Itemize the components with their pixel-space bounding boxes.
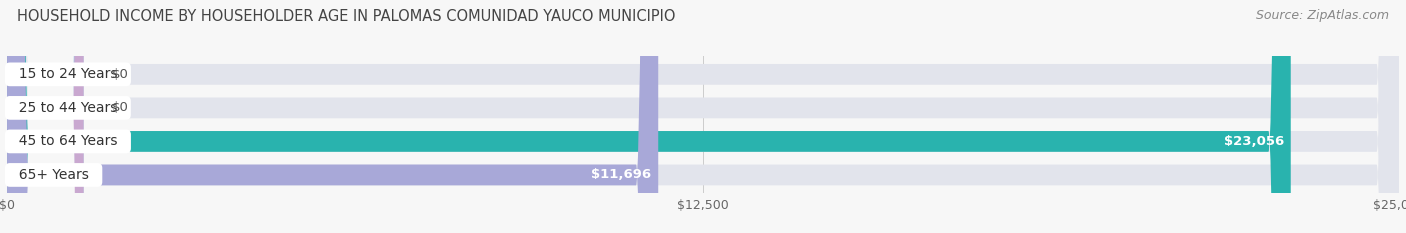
FancyBboxPatch shape: [7, 0, 1399, 233]
Text: $11,696: $11,696: [591, 168, 651, 182]
Text: $0: $0: [111, 101, 128, 114]
Text: 45 to 64 Years: 45 to 64 Years: [10, 134, 127, 148]
FancyBboxPatch shape: [7, 0, 658, 233]
Text: Source: ZipAtlas.com: Source: ZipAtlas.com: [1256, 9, 1389, 22]
Text: 25 to 44 Years: 25 to 44 Years: [10, 101, 127, 115]
Text: $23,056: $23,056: [1223, 135, 1284, 148]
FancyBboxPatch shape: [7, 0, 1291, 233]
FancyBboxPatch shape: [7, 0, 1399, 233]
FancyBboxPatch shape: [7, 0, 1399, 233]
FancyBboxPatch shape: [7, 0, 83, 233]
FancyBboxPatch shape: [7, 0, 1399, 233]
Text: 15 to 24 Years: 15 to 24 Years: [10, 67, 127, 81]
Text: $0: $0: [111, 68, 128, 81]
Text: HOUSEHOLD INCOME BY HOUSEHOLDER AGE IN PALOMAS COMUNIDAD YAUCO MUNICIPIO: HOUSEHOLD INCOME BY HOUSEHOLDER AGE IN P…: [17, 9, 675, 24]
FancyBboxPatch shape: [7, 0, 83, 233]
Text: 65+ Years: 65+ Years: [10, 168, 97, 182]
